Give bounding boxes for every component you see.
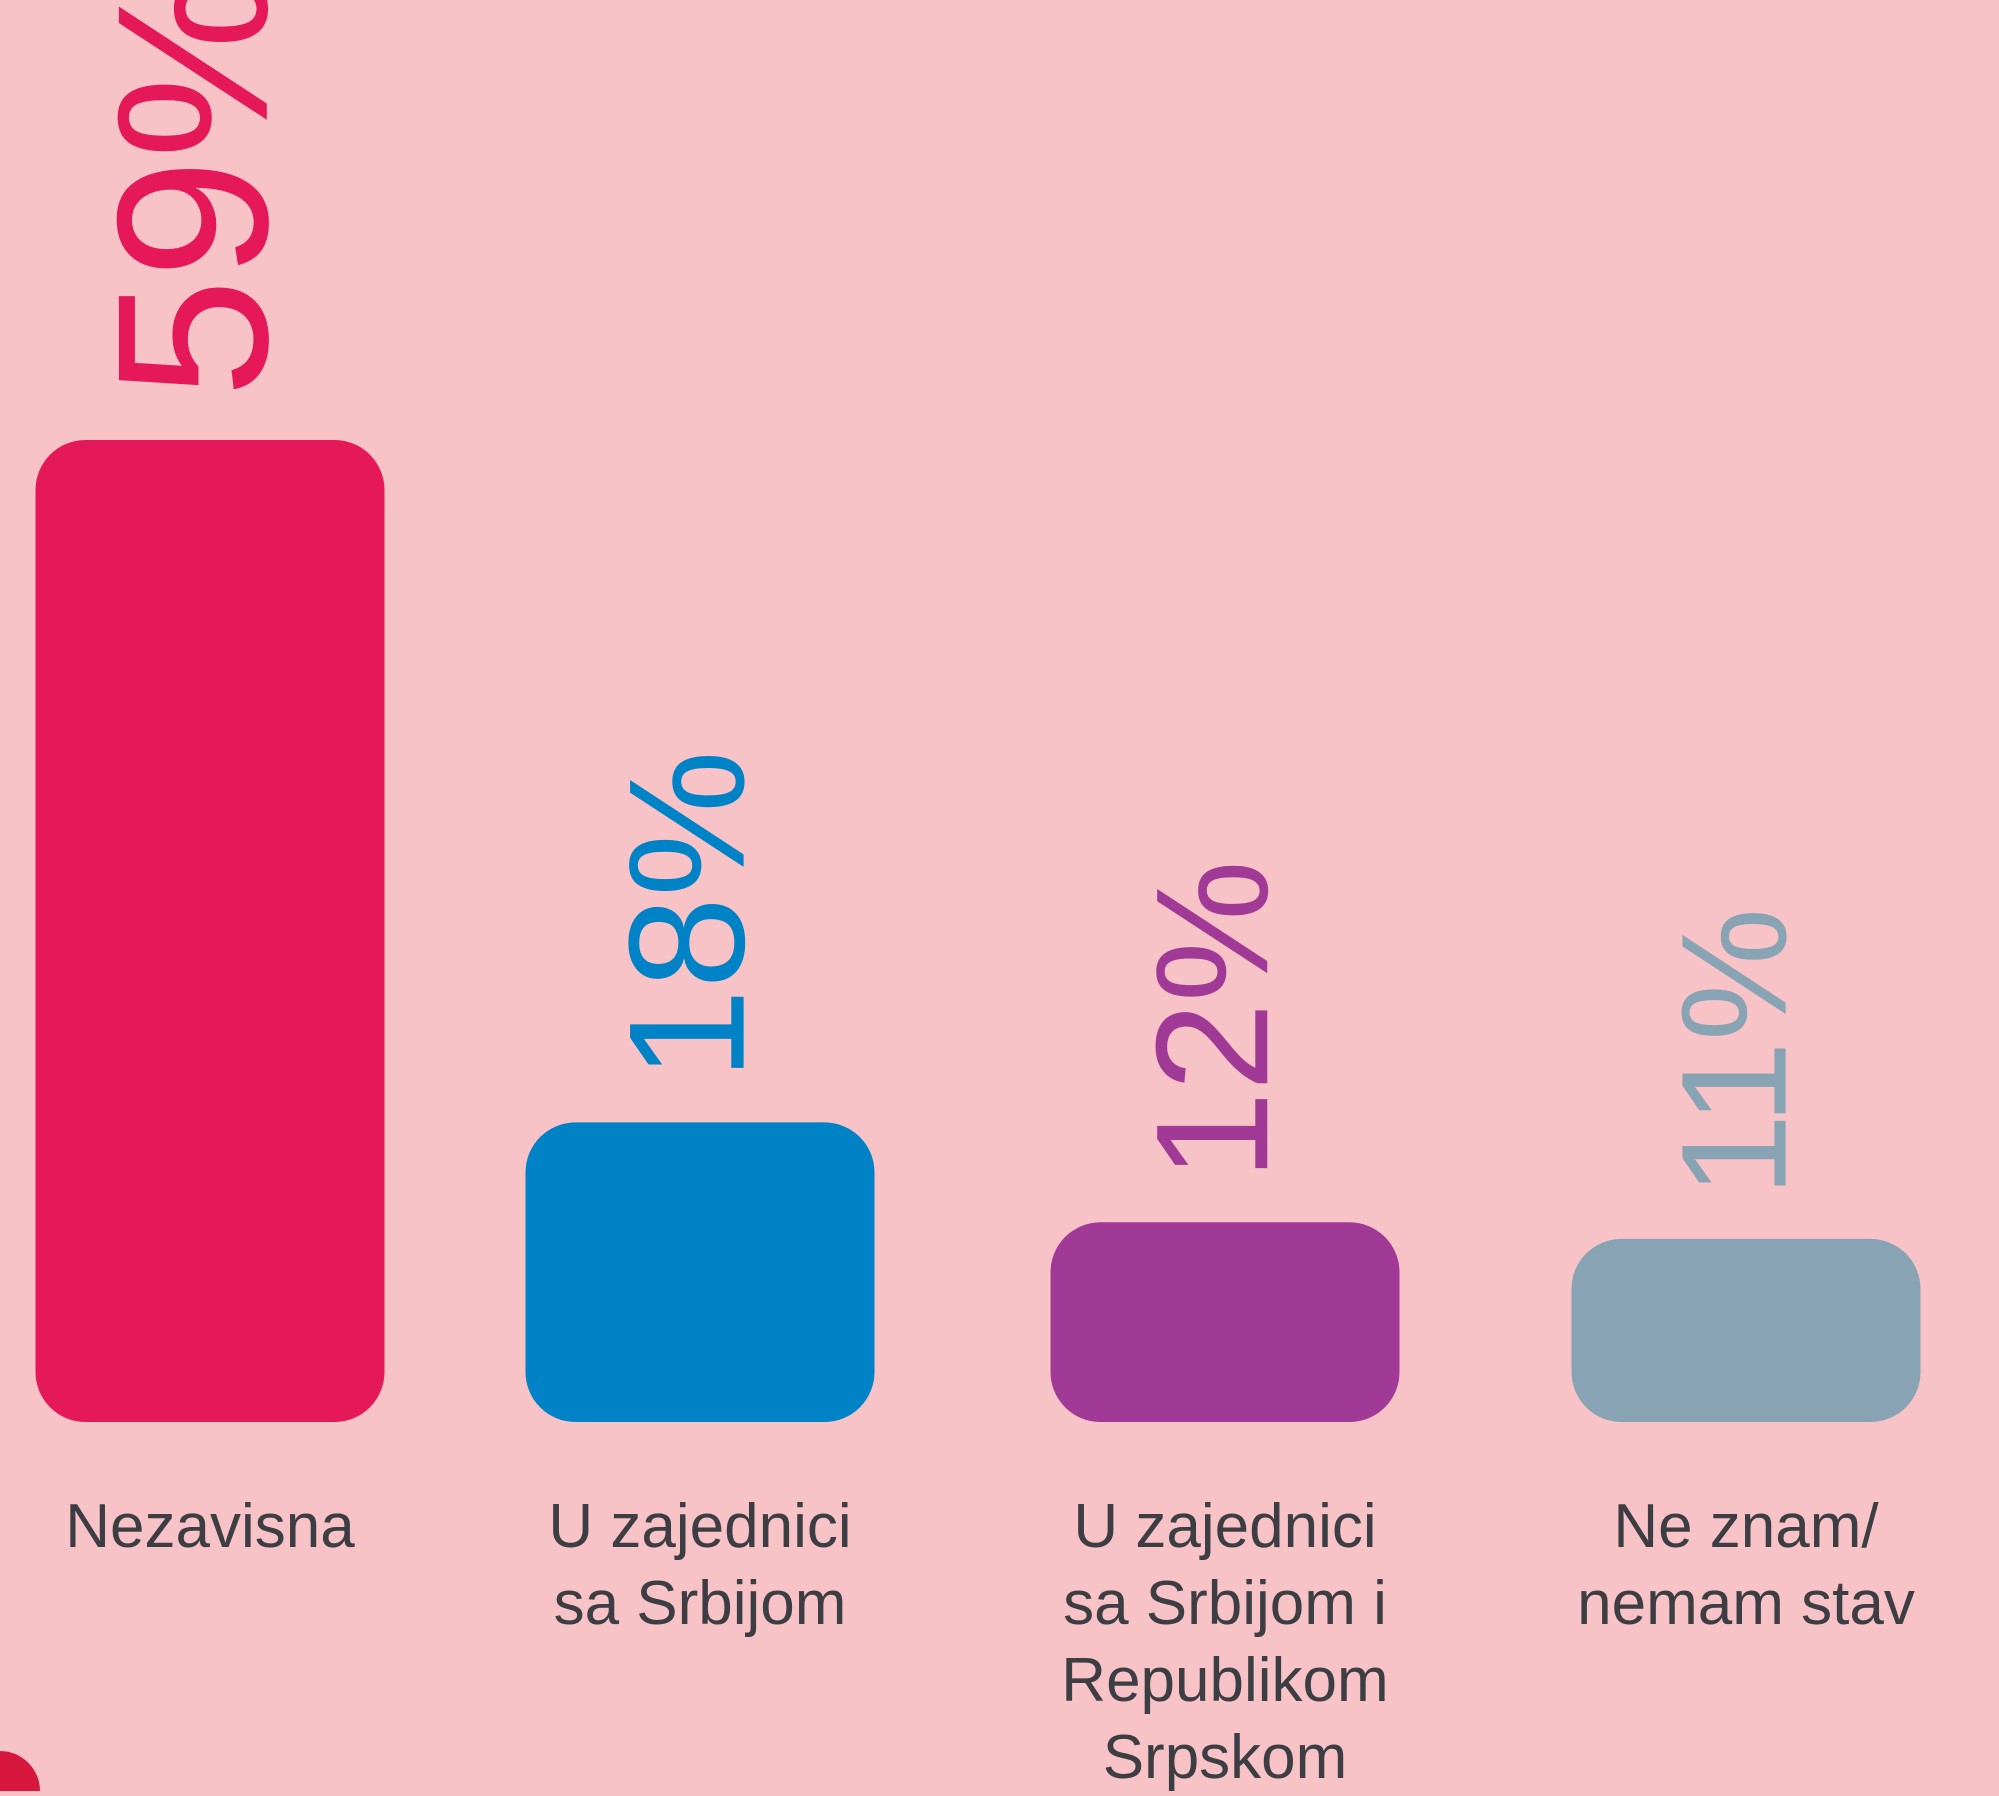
category-label: Nezavisna: [65, 1492, 355, 1561]
value-label: 18%: [595, 750, 779, 1080]
value-label: 59%: [72, 0, 313, 398]
category-label: Ne znam/ nemam stav: [1577, 1492, 1915, 1638]
category-label: U zajednici sa Srbijom i Republikom Srps…: [1061, 1492, 1389, 1792]
bar: [1571, 1238, 1921, 1422]
value-label: 12%: [1122, 860, 1301, 1180]
bar: [525, 1122, 875, 1422]
bar: [1050, 1222, 1400, 1422]
decor-circle: [0, 1751, 40, 1791]
bar: [35, 440, 385, 1422]
category-label: U zajednici sa Srbijom: [548, 1492, 852, 1638]
value-label: 11%: [1650, 908, 1818, 1197]
